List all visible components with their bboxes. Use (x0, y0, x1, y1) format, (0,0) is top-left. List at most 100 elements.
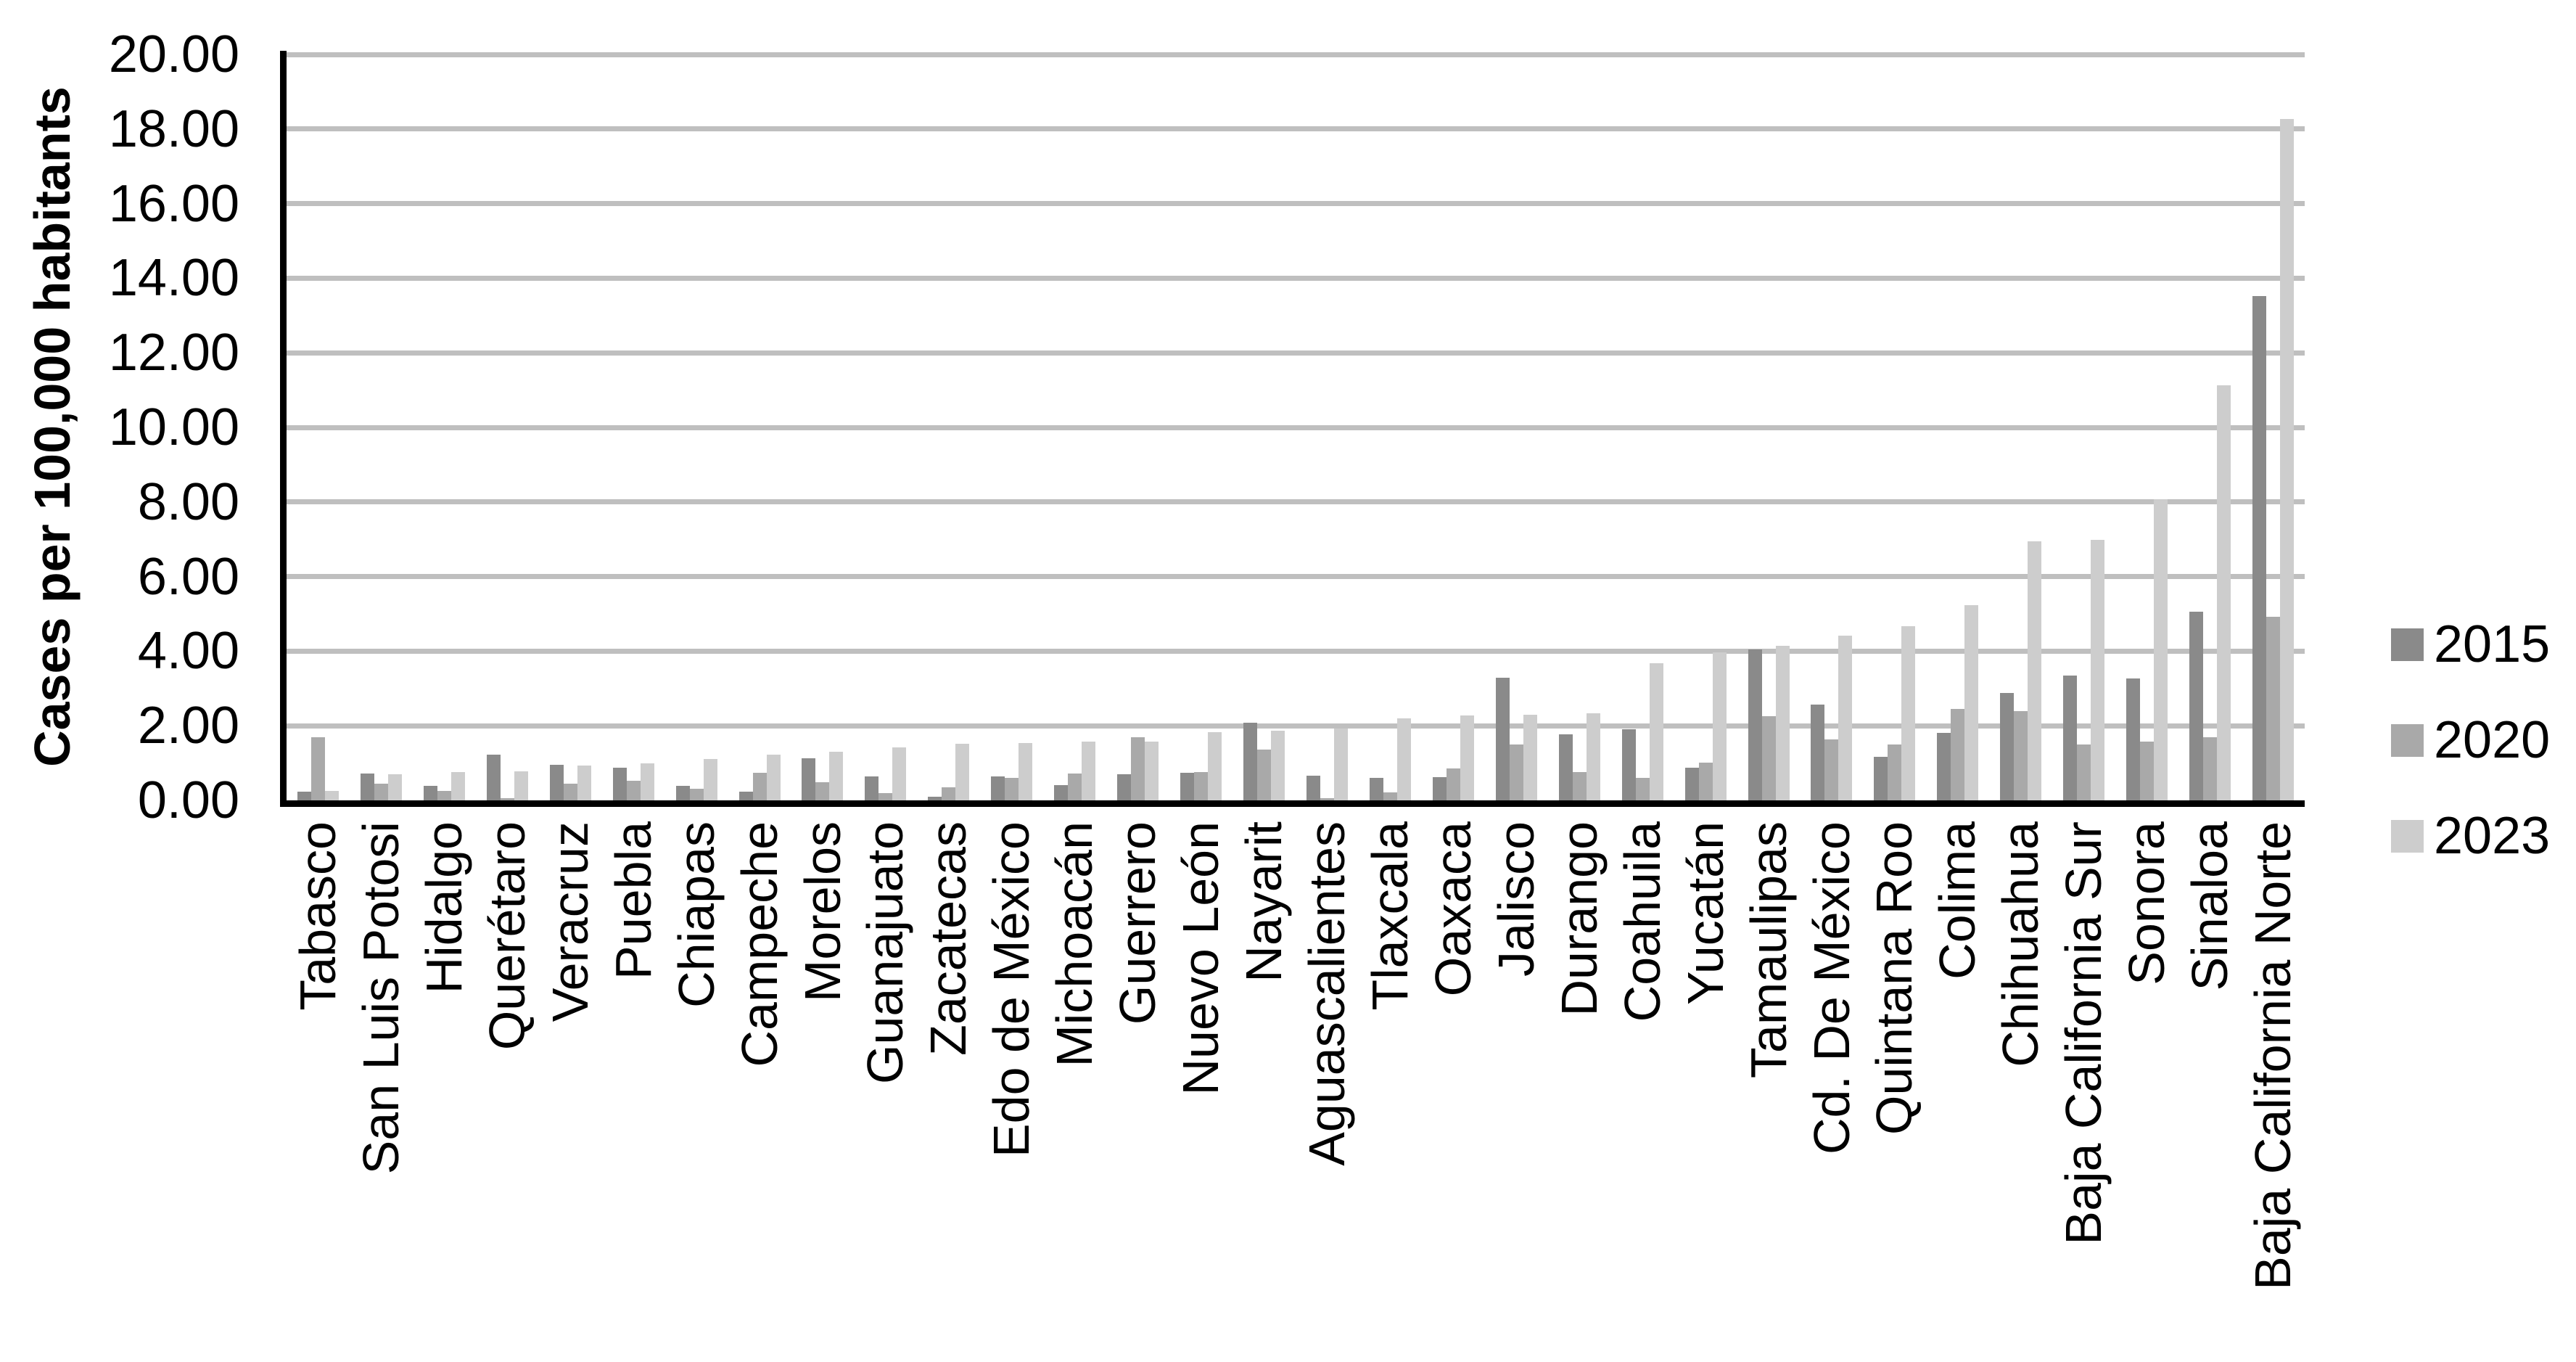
bar-2023-Zacatecas (955, 743, 970, 800)
bar-2015-Nuevo León (1180, 773, 1195, 800)
bar-2023-Nayarit (1271, 730, 1285, 800)
gridline (287, 499, 2305, 505)
bar-2023-Colima (1964, 605, 1979, 800)
bar-2023-Cd. De México (1838, 635, 1853, 800)
legend-item: 2020 (2391, 707, 2550, 773)
bar-2015-Tamaulipas (1748, 649, 1762, 800)
bar-2015-Baja California Norte (2252, 296, 2267, 800)
x-axis-label-Tamaulipas: Tamaulipas (1740, 821, 1797, 1079)
legend-swatch-2023 (2391, 819, 2424, 853)
bar-2023-Tabasco (324, 791, 339, 800)
x-axis-label-Campeche: Campeche (731, 821, 788, 1067)
bar-2020-Nayarit (1257, 749, 1272, 800)
bar-2020-Chiapas (689, 789, 704, 800)
bar-group-San Luis Potosi (350, 54, 413, 800)
bar-2015-Aguascalientes (1306, 776, 1320, 800)
x-axis-label-Sonora: Sonora (2118, 821, 2176, 985)
bar-group-Chiapas (665, 54, 728, 800)
bar-2015-Zacatecas (928, 797, 942, 800)
x-axis-label-Veracruz: Veracruz (541, 821, 598, 1022)
gridline (287, 723, 2305, 729)
bar-group-Tabasco (287, 54, 350, 800)
x-axis-label-Quintana Roo: Quintana Roo (1866, 821, 1923, 1135)
bar-group-Edo de México (980, 54, 1043, 800)
bar-group-Tlaxcala (1359, 54, 1422, 800)
bar-group-Chihuahua (1989, 54, 2052, 800)
bar-2015-Cd. De México (1811, 704, 1825, 800)
bar-2015-Chiapas (675, 786, 690, 800)
bar-2015-Nayarit (1243, 722, 1258, 800)
bar-2023-Sinaloa (2217, 385, 2231, 800)
bar-group-Hidalgo (413, 54, 476, 800)
bar-2020-Baja California Norte (2266, 616, 2281, 800)
bar-2023-Baja California Sur (2091, 539, 2105, 800)
x-axis-label-Aguascalientes: Aguascalientes (1299, 821, 1355, 1166)
bar-2020-Guanajuato (878, 793, 893, 800)
bar-2023-Chiapas (703, 759, 717, 800)
x-axis-label-Yucatán: Yucatán (1676, 821, 1734, 1005)
bar-2020-Cd. De México (1824, 739, 1839, 800)
x-axis-label-Chihuahua: Chihuahua (1992, 821, 2049, 1067)
bar-2023-Aguascalientes (1333, 728, 1348, 800)
gridline (287, 275, 2305, 281)
legend-item: 2023 (2391, 803, 2550, 869)
gridline (287, 126, 2305, 132)
legend-item: 2015 (2391, 612, 2550, 677)
bar-group-Colima (1926, 54, 1989, 800)
x-axis-label-Nuevo León: Nuevo León (1172, 821, 1230, 1096)
bar-2015-Edo de México (991, 776, 1005, 800)
legend-label: 2020 (2434, 711, 2551, 769)
x-axis-label-Coahuila: Coahuila (1613, 821, 1671, 1022)
bar-2023-Coahuila (1649, 662, 1663, 800)
x-axis-line (280, 800, 2305, 807)
bar-group-Veracruz (539, 54, 602, 800)
bar-2015-Michoacán (1054, 784, 1069, 800)
bar-2015-Yucatán (1684, 767, 1699, 800)
y-tick-label: 0.00 (137, 771, 239, 829)
bar-2020-Morelos (815, 781, 830, 800)
bar-2015-Tlaxcala (1369, 778, 1383, 800)
bar-2020-San Luis Potosi (374, 783, 388, 800)
gridline (287, 52, 2305, 57)
x-axis-label-Chiapas: Chiapas (667, 821, 725, 1008)
bar-2023-San Luis Potosi (387, 774, 402, 800)
plot-area (280, 51, 2305, 807)
x-axis-label-San Luis Potosi: San Luis Potosi (352, 821, 409, 1175)
x-axis-label-Querétaro: Querétaro (478, 821, 535, 1051)
bar-2020-Colima (1951, 709, 1965, 800)
bar-2020-Nuevo León (1194, 772, 1209, 800)
y-axis-line (280, 51, 287, 807)
y-tick-label: 16.00 (108, 174, 239, 233)
bar-2020-Zacatecas (942, 787, 956, 800)
bar-2023-Nuevo León (1208, 732, 1222, 800)
bar-2023-Morelos (829, 751, 844, 800)
bar-2015-Quintana Roo (1874, 757, 1888, 800)
bar-2020-Aguascalientes (1320, 798, 1334, 800)
bar-group-Durango (1548, 54, 1611, 800)
bar-2020-Guerrero (1131, 737, 1145, 800)
y-tick-label: 6.00 (137, 547, 239, 606)
bar-2020-Quintana Roo (1888, 744, 1902, 800)
bar-2020-Durango (1572, 771, 1587, 800)
y-tick-label: 2.00 (137, 697, 239, 755)
bar-2023-Puebla (640, 763, 654, 800)
bar-group-Quintana Roo (1863, 54, 1926, 800)
bar-2023-Tlaxcala (1396, 718, 1411, 800)
x-axis-label-Edo de México: Edo de México (983, 821, 1040, 1158)
bar-group-Yucatán (1674, 54, 1737, 800)
bar-2020-Sinaloa (2203, 737, 2218, 800)
bar-2020-Edo de México (1005, 778, 1019, 800)
y-tick-label: 20.00 (108, 25, 239, 83)
y-tick-label: 18.00 (108, 99, 239, 158)
bar-2023-Oaxaca (1460, 715, 1474, 800)
bar-2020-Chihuahua (2014, 711, 2028, 800)
bar-2015-Veracruz (549, 765, 564, 800)
bar-2023-Jalisco (1523, 714, 1537, 800)
y-tick-label: 8.00 (137, 472, 239, 531)
x-axis-label-Durango: Durango (1550, 821, 1608, 1017)
bar-group-Coahuila (1611, 54, 1674, 800)
bar-group-Nayarit (1233, 54, 1296, 800)
y-tick-label: 10.00 (108, 398, 239, 456)
gridline (287, 648, 2305, 654)
